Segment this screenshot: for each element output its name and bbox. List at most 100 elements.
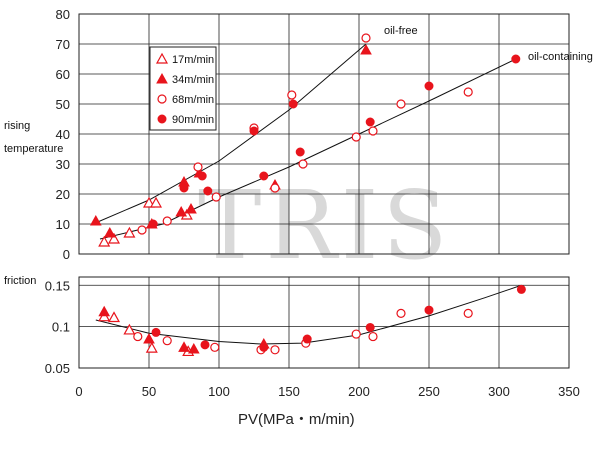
data-point-circle-open [361, 33, 371, 43]
curve-label-oil-containing: oil-containing [528, 51, 593, 63]
data-point-circle-open [193, 162, 203, 172]
data-point-triangle-filled [178, 341, 190, 352]
data-point-circle-filled [288, 99, 298, 109]
data-point-circle-filled [259, 342, 269, 352]
data-point-triangle-filled [98, 305, 111, 317]
top-y-tick-label: 0 [63, 247, 70, 262]
data-point-circle-filled [200, 340, 210, 350]
legend-marker-triangle-open [155, 52, 169, 64]
data-point-circle-filled [197, 171, 207, 181]
data-point-triangle-filled [175, 205, 188, 217]
x-tick-label: 250 [418, 384, 440, 399]
data-point-triangle-filled [360, 43, 372, 55]
y-axis-label-rising: rising [4, 120, 30, 132]
legend-label: 68m/min [172, 94, 214, 106]
data-point-circle-filled [148, 219, 158, 229]
data-point-circle-open [368, 126, 378, 136]
data-point-circle-open [368, 331, 378, 342]
legend-marker-circle-open [157, 94, 167, 104]
data-point-circle-open [162, 216, 172, 226]
top-data-points [89, 33, 521, 247]
data-point-circle-open [351, 329, 361, 339]
data-point-triangle-filled [89, 214, 102, 226]
x-axis-title: PV(MPa・m/min) [238, 411, 355, 428]
data-point-triangle-open [149, 196, 163, 208]
legend-label: 34m/min [172, 74, 214, 86]
data-point-triangle-filled [187, 342, 200, 354]
bottom-plot-frame [78, 276, 570, 369]
data-point-circle-filled [516, 284, 526, 294]
data-point-circle-open [210, 342, 220, 352]
fit-line-oil-containing [99, 58, 517, 240]
top-y-tick-label: 30 [56, 157, 70, 172]
curve-label-oil-free: oil-free [384, 25, 418, 37]
top-y-tick-label: 70 [56, 37, 70, 52]
legend-label: 17m/min [172, 54, 214, 66]
fit-line-oil-free [92, 43, 367, 225]
top-y-tick-label: 40 [56, 127, 70, 142]
top-y-tick-label: 80 [56, 7, 70, 22]
data-point-circle-filled [249, 126, 259, 136]
data-point-triangle-open [98, 235, 111, 247]
legend-label: 90m/min [172, 114, 214, 126]
data-point-triangle-filled [143, 333, 155, 344]
legend-marker-triangle-filled [156, 72, 168, 84]
x-tick-label: 350 [558, 384, 580, 399]
data-point-circle-filled [179, 183, 189, 193]
y-axis-label-friction: friction [4, 275, 36, 287]
data-point-circle-open [396, 308, 406, 318]
data-point-triangle-open [107, 311, 121, 323]
data-point-triangle-open [145, 341, 158, 353]
data-point-circle-filled [295, 147, 305, 157]
top-y-tick-labels: 0 10 20 30 40 50 60 70 80 [56, 7, 70, 262]
data-point-circle-filled [203, 186, 213, 196]
data-point-circle-open [463, 87, 473, 97]
data-point-triangle-filled [103, 226, 116, 238]
top-y-tick-label: 10 [56, 217, 70, 232]
bottom-y-tick-labels: 0.05 0.1 0.15 [45, 278, 70, 376]
bottom-grid [79, 277, 569, 368]
bottom-y-tick-label: 0.1 [52, 320, 70, 335]
x-tick-label: 150 [278, 384, 300, 399]
data-point-triangle-open [123, 323, 136, 335]
x-tick-label: 50 [142, 384, 156, 399]
watermark: TRIS [198, 171, 452, 281]
x-tick-label: 300 [488, 384, 510, 399]
bottom-data-points [98, 284, 526, 357]
x-tick-label: 100 [208, 384, 230, 399]
data-point-circle-open [463, 308, 473, 318]
legend: 17m/min 34m/min 68m/min 90m/min [149, 46, 217, 131]
data-point-circle-open [211, 192, 221, 202]
data-point-circle-open [133, 331, 143, 342]
top-y-tick-label: 20 [56, 187, 70, 202]
x-tick-label: 200 [348, 384, 370, 399]
data-point-circle-open [396, 99, 406, 109]
x-tick-label: 0 [75, 384, 82, 399]
data-point-circle-open [298, 159, 308, 169]
data-point-triangle-open [142, 196, 156, 208]
y-axis-label-temperature: temperature [4, 143, 63, 155]
bottom-y-tick-label: 0.05 [45, 361, 70, 376]
data-point-circle-filled [259, 171, 269, 181]
data-point-circle-open [270, 183, 280, 193]
data-point-triangle-filled [185, 202, 197, 214]
bottom-y-tick-label: 0.15 [45, 278, 70, 293]
data-point-circle-open [287, 90, 297, 100]
data-point-circle-filled [365, 322, 375, 332]
data-point-circle-filled [302, 334, 312, 344]
data-point-circle-open [162, 336, 172, 346]
top-fit-lines [92, 43, 517, 240]
x-tick-labels: 0 50 100 150 200 250 300 350 [75, 384, 579, 399]
data-point-circle-filled [511, 54, 521, 64]
legend-marker-circle-filled [157, 114, 167, 124]
data-point-circle-open [270, 345, 280, 355]
data-point-triangle-open [107, 232, 121, 244]
top-y-tick-label: 60 [56, 67, 70, 82]
data-point-circle-filled [424, 305, 434, 315]
top-y-tick-label: 50 [56, 97, 70, 112]
data-point-circle-filled [151, 327, 161, 337]
data-point-circle-open [351, 132, 361, 142]
data-point-circle-filled [424, 81, 434, 91]
